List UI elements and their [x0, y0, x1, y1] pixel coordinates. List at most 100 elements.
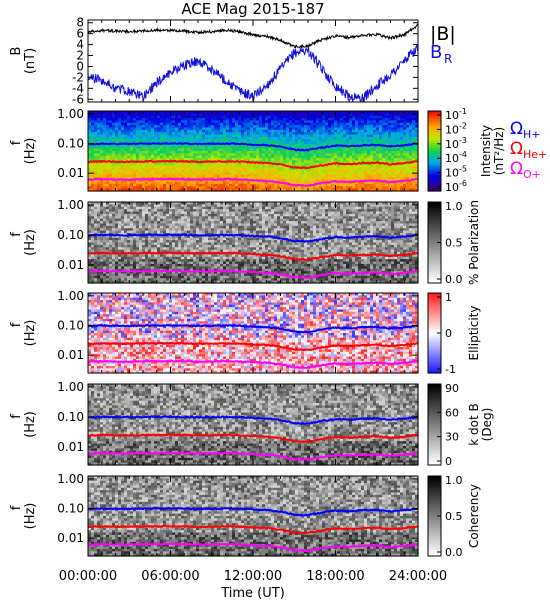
spectrogram-cell: [406, 129, 410, 133]
spectrogram-cell: [259, 169, 263, 173]
spectrogram-cell: [130, 118, 134, 122]
spectrogram-cell: [115, 211, 119, 215]
spectrogram-cell: [178, 136, 182, 140]
spectrogram-cell: [97, 186, 101, 190]
spectrogram-cell: [172, 148, 176, 152]
spectrogram-cell: [211, 115, 215, 119]
spectrogram-cell: [394, 169, 398, 173]
spectrogram-cell: [415, 143, 419, 147]
spectrogram-cell: [157, 278, 161, 282]
spectrogram-cell: [166, 169, 170, 173]
spectrogram-cell: [289, 139, 293, 143]
spectrogram-cell: [88, 211, 92, 215]
spectrogram-cell: [226, 188, 230, 192]
spectrogram-cell: [127, 181, 131, 185]
spectrogram-cell: [142, 249, 146, 253]
spectrogram-cell: [154, 259, 158, 263]
spectrogram-cell: [301, 174, 305, 178]
spectrogram-cell: [259, 122, 263, 126]
spectrogram-cell: [91, 242, 95, 246]
spectrogram-cell: [184, 120, 188, 124]
spectrogram-cell: [319, 127, 323, 131]
spectrogram-cell: [250, 153, 254, 157]
spectrogram-cell: [403, 111, 407, 114]
spectrogram-cell: [316, 155, 320, 159]
spectrogram-cell: [280, 188, 284, 192]
spectrogram-cell: [163, 240, 167, 244]
spectrogram-cell: [313, 153, 317, 157]
spectrogram-cell: [343, 136, 347, 140]
spectrogram-cell: [346, 179, 350, 183]
spectrogram-cell: [190, 158, 194, 162]
spectrogram-cell: [328, 136, 332, 140]
spectrogram-cell: [199, 118, 203, 122]
spectrogram-cell: [148, 259, 152, 263]
spectrogram-cell: [88, 247, 92, 251]
spectrogram-cell: [400, 153, 404, 157]
spectrogram-cell: [133, 256, 137, 260]
spectrogram-cell: [196, 143, 200, 147]
spectrogram-cell: [268, 111, 272, 114]
spectrogram-cell: [391, 115, 395, 119]
spectrogram-cell: [166, 179, 170, 183]
spectrogram-cell: [262, 151, 266, 154]
spectrogram-cell: [247, 151, 251, 154]
spectrogram-cell: [112, 221, 116, 225]
spectrogram-cell: [154, 280, 158, 284]
spectrogram-cell: [238, 125, 242, 129]
spectrogram-cell: [112, 153, 116, 157]
spectrogram-cell: [310, 111, 314, 114]
spectrogram-cell: [94, 206, 98, 210]
spectrogram-cell: [142, 261, 146, 265]
spectrogram-cell: [271, 136, 275, 140]
spectrogram-cell: [403, 120, 407, 124]
spectrogram-cell: [157, 143, 161, 147]
spectrogram-cell: [241, 143, 245, 147]
spectrogram-cell: [295, 172, 299, 176]
spectrogram-cell: [211, 172, 215, 176]
spectrogram-cell: [379, 146, 383, 150]
spectrogram-cell: [190, 202, 194, 205]
spectrogram-cell: [379, 169, 383, 173]
spectrogram-cell: [289, 160, 293, 164]
spectrogram-cell: [142, 122, 146, 126]
spectrogram-cell: [199, 174, 203, 178]
spectrogram-cell: [160, 165, 164, 169]
spectrogram-cell: [280, 155, 284, 159]
spectrogram-cell: [157, 122, 161, 126]
spectrogram-cell: [337, 176, 341, 180]
spectrogram-cell: [364, 172, 368, 176]
spectrogram-cell: [181, 240, 185, 244]
spectrogram-cell: [97, 256, 101, 260]
spectrogram-cell: [127, 141, 131, 145]
spectrogram-cell: [97, 183, 101, 187]
spectrogram-cell: [352, 146, 356, 150]
spectrogram-cell: [349, 120, 353, 124]
spectrogram-cell: [250, 146, 254, 150]
spectrogram-cell: [334, 153, 338, 157]
spectrogram-cell: [100, 167, 104, 171]
spectrogram-cell: [91, 256, 95, 260]
spectrogram-cell: [313, 179, 317, 183]
spectrogram-cell: [169, 155, 173, 159]
spectrogram-cell: [403, 153, 407, 157]
spectrogram-cell: [115, 240, 119, 244]
spectrogram-cell: [115, 158, 119, 162]
spectrogram-cell: [163, 275, 167, 279]
spectrogram-cell: [172, 213, 176, 217]
spectrogram-cell: [406, 118, 410, 122]
spectrogram-cell: [238, 172, 242, 176]
spectrogram-cell: [220, 146, 224, 150]
spectrogram-cell: [181, 221, 185, 225]
spectrogram-cell: [253, 132, 257, 136]
spectrogram-cell: [415, 146, 419, 150]
spectrogram-cell: [334, 181, 338, 185]
spectrogram-cell: [136, 148, 140, 152]
spectrogram-cell: [229, 158, 233, 162]
spectrogram-cell: [349, 136, 353, 140]
spectrogram-cell: [148, 120, 152, 124]
spectrogram-cell: [277, 151, 281, 154]
spectrogram-cell: [202, 118, 206, 122]
spectrogram-cell: [166, 244, 170, 248]
spectrogram-cell: [403, 122, 407, 126]
